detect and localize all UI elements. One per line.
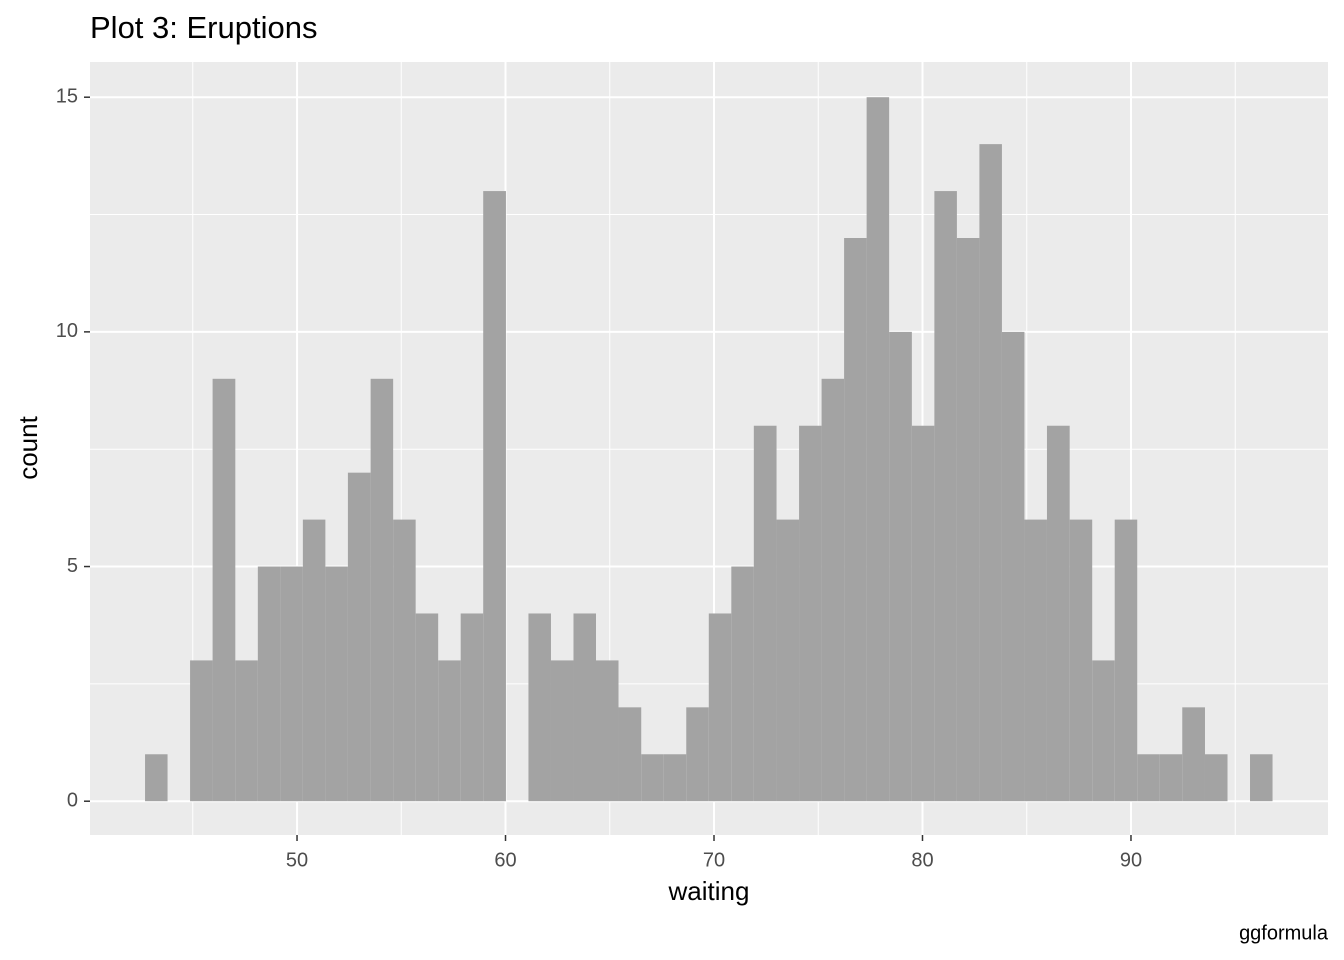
bars	[145, 97, 1273, 802]
bar	[1046, 425, 1070, 802]
bar	[1069, 519, 1093, 802]
bar	[1182, 707, 1205, 802]
bar	[866, 97, 890, 802]
bar	[302, 519, 326, 802]
bar	[460, 613, 484, 802]
bar	[911, 425, 935, 802]
y-tick-label: 15	[56, 85, 78, 107]
bar	[393, 519, 416, 802]
bar	[415, 613, 439, 802]
x-tick-label: 50	[286, 849, 308, 871]
bar	[618, 707, 642, 802]
bar	[573, 613, 596, 802]
bar	[347, 472, 371, 802]
bar	[1250, 754, 1273, 802]
bar	[708, 613, 732, 802]
bar	[550, 660, 574, 802]
bar	[844, 238, 867, 802]
bar	[1024, 519, 1047, 802]
bar	[235, 660, 258, 802]
bar	[821, 378, 845, 802]
x-tick-label: 90	[1120, 849, 1142, 871]
bar	[641, 754, 664, 802]
bar	[528, 613, 551, 802]
bar	[1114, 519, 1138, 802]
bar	[190, 660, 213, 802]
bar	[438, 660, 461, 802]
bar	[686, 707, 709, 802]
bar	[1092, 660, 1115, 802]
bar	[1159, 754, 1183, 802]
bar	[776, 519, 800, 802]
x-axis-label: waiting	[668, 876, 750, 906]
y-axis-label: count	[13, 415, 43, 479]
bar	[145, 754, 168, 802]
bar	[1204, 754, 1228, 802]
bar	[731, 566, 754, 802]
x-tick-label: 70	[703, 849, 725, 871]
bar	[956, 238, 980, 802]
chart-title: Plot 3: Eruptions	[90, 10, 317, 45]
bar	[934, 191, 957, 802]
bar	[325, 566, 348, 802]
bar	[1001, 331, 1025, 802]
bar	[483, 191, 506, 802]
bar	[753, 425, 777, 802]
bar	[280, 566, 303, 802]
bar	[370, 378, 394, 802]
bar	[663, 754, 687, 802]
bar	[257, 566, 281, 802]
bar	[595, 660, 619, 802]
caption: ggformula	[1239, 922, 1329, 944]
bar	[1137, 754, 1160, 802]
y-tick-label: 0	[67, 789, 78, 811]
bar	[799, 425, 822, 802]
bar	[212, 378, 236, 802]
x-tick-label: 80	[911, 849, 933, 871]
bar	[979, 144, 1002, 802]
x-tick-label: 60	[494, 849, 516, 871]
y-tick-label: 5	[67, 555, 78, 577]
bar	[889, 331, 912, 802]
y-tick-label: 10	[56, 320, 78, 342]
axes: 50 60 70 80 90 0 5 10 15	[56, 85, 1142, 871]
